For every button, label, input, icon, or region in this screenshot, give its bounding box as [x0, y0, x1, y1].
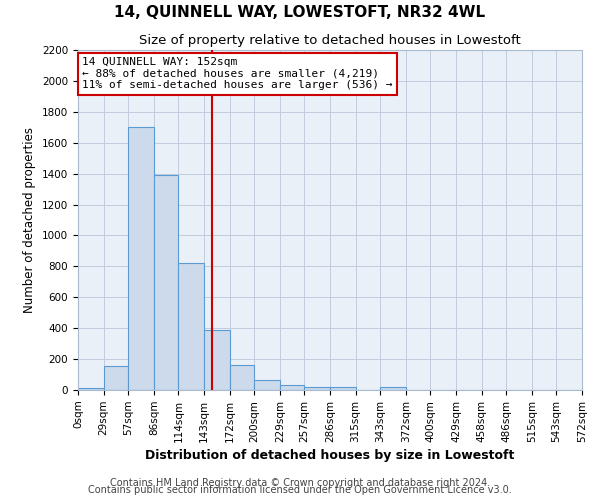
Bar — [104, 366, 128, 390]
Bar — [304, 387, 330, 390]
Text: 14 QUINNELL WAY: 152sqm
← 88% of detached houses are smaller (4,219)
11% of semi: 14 QUINNELL WAY: 152sqm ← 88% of detache… — [82, 57, 393, 90]
Bar — [128, 128, 154, 390]
Title: Size of property relative to detached houses in Lowestoft: Size of property relative to detached ho… — [139, 34, 521, 48]
Bar — [78, 388, 104, 390]
Bar — [280, 386, 304, 390]
Text: 14, QUINNELL WAY, LOWESTOFT, NR32 4WL: 14, QUINNELL WAY, LOWESTOFT, NR32 4WL — [115, 5, 485, 20]
Bar — [254, 380, 280, 390]
Text: Contains public sector information licensed under the Open Government Licence v3: Contains public sector information licen… — [88, 485, 512, 495]
Bar — [154, 175, 178, 390]
Bar — [330, 387, 356, 390]
Bar — [230, 364, 254, 390]
Text: Contains HM Land Registry data © Crown copyright and database right 2024.: Contains HM Land Registry data © Crown c… — [110, 478, 490, 488]
Bar — [178, 264, 204, 390]
Bar — [380, 387, 406, 390]
Bar — [204, 330, 230, 390]
Y-axis label: Number of detached properties: Number of detached properties — [23, 127, 37, 313]
X-axis label: Distribution of detached houses by size in Lowestoft: Distribution of detached houses by size … — [145, 449, 515, 462]
